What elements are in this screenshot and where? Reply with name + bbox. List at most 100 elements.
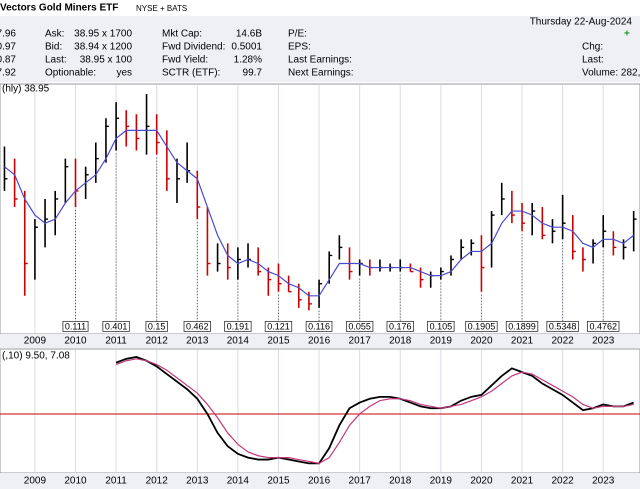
dividend-label: 0.116 <box>308 321 330 331</box>
dividend-box <box>505 320 539 332</box>
dividend-box <box>427 320 455 332</box>
field-label: Last Earnings: <box>288 55 352 66</box>
date: Thursday 22-Aug-2024 <box>530 17 633 28</box>
dividend-label: 0.401 <box>105 321 128 331</box>
x-tick-label: 2015 <box>267 336 290 347</box>
macd-label: (,10) 9.50, 7.08 <box>2 351 70 362</box>
exchange: NYSE + BATS <box>136 4 187 13</box>
dividend-box <box>386 320 414 332</box>
quote-value: 7.96 <box>0 29 16 40</box>
header-band <box>0 16 640 82</box>
field-label: Fwd Dividend: <box>162 42 225 53</box>
dividend-box <box>102 320 130 332</box>
x-tick-label: 2009 <box>24 336 47 347</box>
field-label: Chg: <box>582 42 603 53</box>
x-tick-label: 2011 <box>105 476 127 487</box>
x-tick-label: 2018 <box>389 476 412 487</box>
quote-value: 7.92 <box>0 68 16 79</box>
dividend-box <box>183 320 211 332</box>
field-label: SCTR (ETF): <box>162 68 220 79</box>
x-tick-label: 2020 <box>470 476 493 487</box>
x-tick-label: 2023 <box>592 336 615 347</box>
field-value: 0.5001 <box>231 42 262 53</box>
x-tick-label: 2017 <box>349 476 372 487</box>
macd-line <box>115 356 634 465</box>
price-label: (hly) 38.95 <box>2 84 50 95</box>
x-tick-label: 2015 <box>267 476 290 487</box>
x-tick-label: 2017 <box>349 336 372 347</box>
field-value: 14.6B <box>236 29 262 40</box>
field-label: Last: <box>582 55 604 66</box>
dividend-box <box>546 320 579 332</box>
field-label: Ask: <box>45 29 64 40</box>
field-label: Last: <box>45 55 67 66</box>
field-label: Mkt Cap: <box>162 29 202 40</box>
dividend-label: 0.055 <box>348 321 371 331</box>
x-tick-label: 2020 <box>470 336 493 347</box>
macd-panel <box>0 348 640 474</box>
dividend-label: 0.191 <box>227 321 250 331</box>
x-tick-label: 2021 <box>511 336 534 347</box>
dividend-label: 0.176 <box>389 321 412 331</box>
x-tick-label: 2022 <box>552 336 575 347</box>
x-tick-label: 2012 <box>146 336 169 347</box>
field-value: 99.7 <box>243 68 263 79</box>
dividend-label: 0.1905 <box>468 321 496 331</box>
x-tick-label: 2010 <box>64 476 87 487</box>
dividend-label: 0.4762 <box>589 321 617 331</box>
dividend-label: 0.111 <box>65 321 86 331</box>
x-tick-label: 2021 <box>511 476 534 487</box>
field-value: 38.94 x 1200 <box>74 42 132 53</box>
dividend-box <box>264 320 293 332</box>
dividend-box <box>62 320 89 332</box>
x-tick-label: 2016 <box>308 476 331 487</box>
field-value: yes <box>116 68 132 79</box>
x-tick-label: 2013 <box>186 476 209 487</box>
change-mark: + <box>624 29 630 40</box>
dividend-label: 0.462 <box>186 321 209 331</box>
price-panel <box>0 83 640 335</box>
field-label: Optionable: <box>45 68 96 79</box>
dividend-label: 0.1899 <box>508 321 536 331</box>
field-label: Volume: 282, <box>582 68 640 79</box>
dividend-box <box>145 320 168 332</box>
x-tick-label: 2012 <box>146 476 169 487</box>
x-tick-label: 2013 <box>186 336 209 347</box>
dividend-box <box>465 320 498 332</box>
dividend-box <box>587 320 620 332</box>
x-tick-label: 2016 <box>308 336 331 347</box>
field-value: 38.95 x 1700 <box>74 29 132 40</box>
dividend-label: 0.15 <box>148 321 166 331</box>
x-tick-label: 2022 <box>552 476 575 487</box>
x-tick-label: 2018 <box>389 336 412 347</box>
dividend-label: 0.105 <box>430 321 453 331</box>
x-tick-label: 2019 <box>430 336 453 347</box>
x-tick-label: 2010 <box>64 336 87 347</box>
field-label: Next Earnings: <box>288 68 354 79</box>
moving-average <box>4 129 635 297</box>
field-label: P/E: <box>288 29 307 40</box>
x-axis-band <box>0 473 640 489</box>
quote-value: 0.97 <box>0 42 16 53</box>
field-value: 1.28% <box>234 55 262 66</box>
macd-line <box>115 358 634 464</box>
field-label: Bid: <box>45 42 62 53</box>
x-tick-label: 2023 <box>592 476 615 487</box>
x-tick-label: 2011 <box>105 336 127 347</box>
symbol-title: Vectors Gold Miners ETF <box>0 3 118 14</box>
field-label: EPS: <box>288 42 311 53</box>
quote-value: 0.87 <box>0 55 16 66</box>
x-axis-band <box>0 334 640 348</box>
dividend-box <box>224 320 252 332</box>
field-label: Fwd Yield: <box>162 55 208 66</box>
x-tick-label: 2014 <box>227 476 250 487</box>
dividend-label: 0.5348 <box>549 321 577 331</box>
dividend-label: 0.121 <box>267 321 290 331</box>
dividend-box <box>305 320 333 332</box>
x-tick-label: 2014 <box>227 336 250 347</box>
field-value: 38.95 x 100 <box>80 55 133 66</box>
dividend-box <box>345 320 374 332</box>
x-tick-label: 2009 <box>24 476 47 487</box>
x-tick-label: 2019 <box>430 476 453 487</box>
